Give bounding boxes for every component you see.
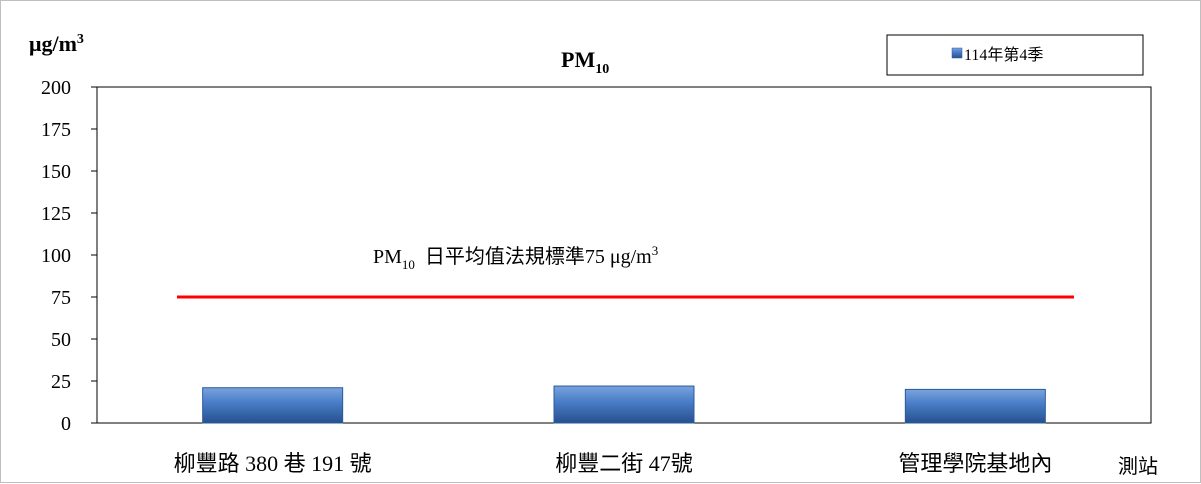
standard-label-subscript: 10 [402, 257, 415, 272]
standard-reference-label: PM10 日平均值法規標準75 μg/m3 [373, 243, 658, 272]
y-axis-unit-text: μg/m [29, 31, 77, 56]
y-axis-tick-label: 25 [51, 371, 71, 393]
bar [202, 387, 344, 424]
x-axis-title: 測站 [1118, 455, 1158, 478]
x-axis-category-label: 管理學院基地內 [898, 451, 1052, 476]
standard-label-text: 日平均值法規標準75 μg/m [425, 245, 652, 268]
y-axis-tick-label: 150 [41, 161, 71, 183]
plot-area [96, 86, 1152, 424]
bars [202, 385, 1046, 424]
x-axis-category-label: 柳豐二街 47號 [555, 451, 693, 476]
y-axis-tick-label: 0 [61, 413, 71, 435]
y-axis-tick-label: 50 [51, 329, 71, 351]
y-axis-tick-label: 175 [41, 119, 71, 141]
bar [904, 388, 1046, 424]
y-axis-unit-superscript: 3 [77, 32, 84, 47]
legend-box [886, 34, 1144, 76]
y-axis-tick-label: 100 [41, 245, 71, 267]
x-axis-category-label: 柳豐路 380 巷 191 號 [174, 451, 372, 476]
y-axis-tick-label: 125 [41, 203, 71, 225]
y-axis-tick-label: 200 [41, 77, 71, 99]
legend-swatch [951, 47, 963, 59]
standard-label-prefix: PM [373, 246, 402, 268]
chart-title: PM10 [561, 47, 609, 77]
x-axis-category-labels: 柳豐路 380 巷 191 號 柳豐二街 47號 管理學院基地內 [174, 451, 1053, 476]
y-axis-unit-label: μg/m3 [29, 31, 84, 56]
chart-title-subscript: 10 [595, 62, 609, 77]
legend-label: 114年第4季 [964, 46, 1043, 64]
standard-label-superscript: 3 [652, 243, 659, 258]
y-axis-ticks: 0 25 50 75 100 125 150 175 200 [41, 77, 97, 435]
y-axis-tick-label: 75 [51, 287, 71, 309]
chart-title-text: PM [561, 47, 595, 72]
bar [553, 385, 695, 424]
